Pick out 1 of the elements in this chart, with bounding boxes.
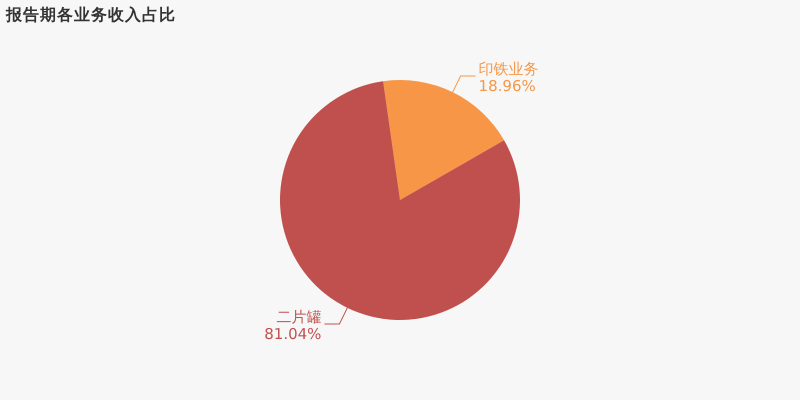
text: 报告期各业务收入占比 [5,5,176,24]
